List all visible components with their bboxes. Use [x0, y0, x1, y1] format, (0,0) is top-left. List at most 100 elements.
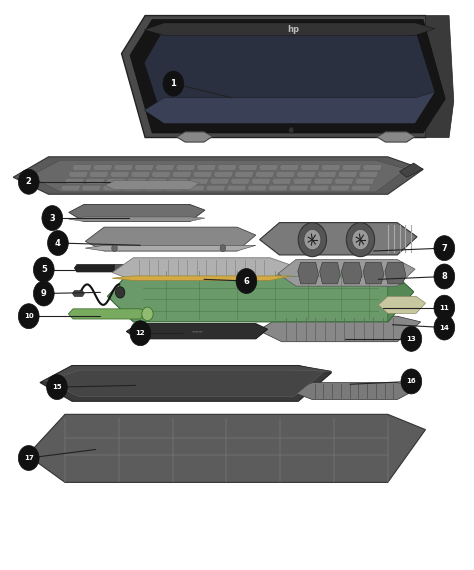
- Circle shape: [298, 223, 327, 256]
- Circle shape: [34, 281, 54, 306]
- Circle shape: [116, 287, 125, 298]
- Polygon shape: [47, 370, 325, 397]
- Circle shape: [163, 71, 184, 96]
- Circle shape: [18, 169, 39, 194]
- Circle shape: [236, 268, 257, 294]
- Text: 10: 10: [24, 313, 34, 319]
- Polygon shape: [289, 185, 309, 191]
- Polygon shape: [110, 172, 129, 177]
- Polygon shape: [61, 185, 81, 191]
- Circle shape: [142, 307, 153, 321]
- Polygon shape: [213, 172, 233, 177]
- Polygon shape: [126, 324, 268, 339]
- Text: 15: 15: [52, 384, 62, 390]
- Text: 16: 16: [407, 378, 416, 384]
- Text: 2: 2: [26, 177, 32, 186]
- Text: 8: 8: [441, 272, 447, 281]
- Polygon shape: [73, 291, 84, 296]
- Circle shape: [434, 315, 455, 340]
- Circle shape: [34, 257, 54, 282]
- Polygon shape: [144, 185, 164, 191]
- Circle shape: [346, 223, 374, 256]
- Polygon shape: [155, 165, 175, 170]
- Polygon shape: [341, 262, 362, 284]
- Polygon shape: [85, 245, 256, 251]
- Polygon shape: [112, 258, 291, 280]
- Circle shape: [434, 235, 455, 260]
- Circle shape: [401, 327, 422, 351]
- Polygon shape: [85, 178, 105, 184]
- Polygon shape: [64, 178, 84, 184]
- Polygon shape: [310, 185, 329, 191]
- Polygon shape: [197, 165, 216, 170]
- Text: 17: 17: [24, 455, 34, 461]
- Text: 4: 4: [55, 238, 61, 247]
- Polygon shape: [385, 262, 406, 284]
- Text: 7: 7: [441, 243, 447, 253]
- Polygon shape: [247, 185, 267, 191]
- Circle shape: [112, 245, 117, 251]
- Polygon shape: [112, 276, 291, 280]
- Polygon shape: [144, 23, 435, 35]
- Polygon shape: [260, 223, 417, 255]
- Polygon shape: [164, 185, 184, 191]
- Polygon shape: [217, 165, 237, 170]
- Polygon shape: [279, 165, 299, 170]
- Text: 9: 9: [41, 289, 46, 298]
- Polygon shape: [363, 262, 384, 284]
- Polygon shape: [234, 172, 254, 177]
- Polygon shape: [206, 185, 226, 191]
- Circle shape: [220, 245, 226, 251]
- Polygon shape: [238, 165, 258, 170]
- Polygon shape: [68, 309, 145, 319]
- Text: 3: 3: [49, 214, 55, 222]
- Polygon shape: [144, 28, 435, 123]
- Circle shape: [47, 230, 68, 255]
- Polygon shape: [121, 15, 449, 137]
- Polygon shape: [13, 157, 423, 194]
- Polygon shape: [85, 227, 256, 251]
- Polygon shape: [268, 185, 288, 191]
- Polygon shape: [278, 259, 415, 286]
- Circle shape: [434, 264, 455, 289]
- Polygon shape: [27, 414, 426, 482]
- Polygon shape: [227, 185, 246, 191]
- Polygon shape: [106, 178, 126, 184]
- Polygon shape: [255, 172, 275, 177]
- Circle shape: [18, 304, 39, 329]
- Polygon shape: [334, 178, 354, 184]
- Polygon shape: [230, 178, 250, 184]
- Polygon shape: [351, 185, 371, 191]
- Polygon shape: [69, 205, 205, 222]
- Polygon shape: [40, 365, 331, 401]
- Polygon shape: [298, 262, 319, 284]
- Polygon shape: [330, 185, 350, 191]
- Polygon shape: [123, 185, 143, 191]
- Polygon shape: [168, 178, 188, 184]
- Polygon shape: [210, 178, 229, 184]
- Polygon shape: [272, 178, 292, 184]
- Polygon shape: [177, 132, 212, 142]
- Text: 6: 6: [244, 276, 249, 286]
- Polygon shape: [358, 172, 378, 177]
- Text: hp: hp: [288, 25, 300, 34]
- Polygon shape: [82, 185, 101, 191]
- Polygon shape: [89, 172, 109, 177]
- Text: 5: 5: [41, 265, 47, 274]
- Polygon shape: [338, 172, 357, 177]
- Polygon shape: [68, 172, 88, 177]
- Polygon shape: [355, 178, 374, 184]
- Polygon shape: [151, 172, 171, 177]
- Circle shape: [289, 127, 293, 133]
- Polygon shape: [362, 165, 382, 170]
- Polygon shape: [176, 165, 196, 170]
- Circle shape: [401, 369, 422, 394]
- Polygon shape: [300, 165, 320, 170]
- Polygon shape: [342, 165, 361, 170]
- Polygon shape: [30, 160, 407, 192]
- Polygon shape: [377, 132, 415, 142]
- Polygon shape: [292, 178, 312, 184]
- Polygon shape: [72, 165, 92, 170]
- Polygon shape: [69, 217, 205, 222]
- Text: 12: 12: [136, 330, 145, 336]
